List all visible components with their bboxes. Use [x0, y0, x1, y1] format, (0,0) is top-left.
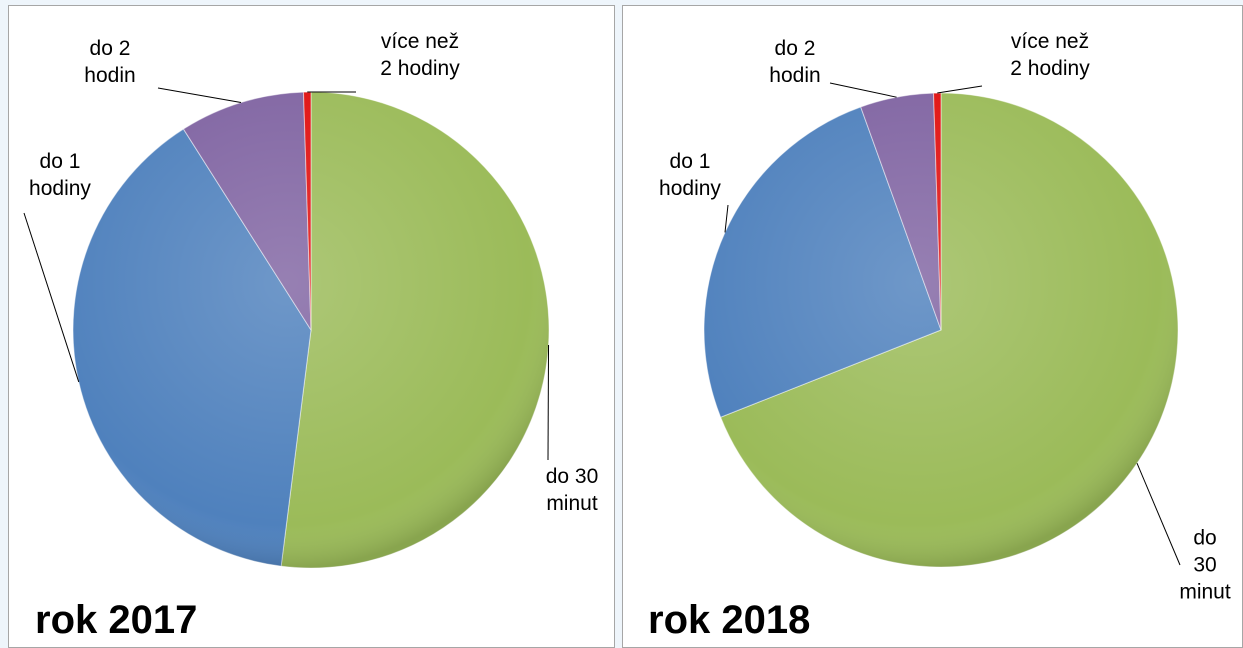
leader-line: [23, 212, 80, 383]
leader-line: [547, 344, 550, 461]
pie-slice: [280, 91, 550, 569]
leader-line: [1136, 463, 1181, 566]
slice-label: více než 2 hodiny: [1010, 30, 1090, 80]
slice-label: do 30 minut: [545, 465, 599, 515]
slice-label: do 1 hodiny: [659, 150, 721, 200]
chart-title: rok 2017: [35, 598, 198, 642]
slice-label: více než 2 hodiny: [380, 30, 460, 80]
slice-label: do 2 hodin: [769, 37, 821, 87]
slice-label: do 1 hodiny: [29, 150, 91, 200]
slice-label: do 30 minut: [1179, 526, 1231, 604]
leader-line: [829, 82, 897, 98]
chart-title: rok 2018: [648, 598, 811, 642]
leader-line: [157, 87, 242, 104]
slice-label: do 2 hodin: [84, 37, 136, 87]
leader-line: [937, 85, 983, 94]
